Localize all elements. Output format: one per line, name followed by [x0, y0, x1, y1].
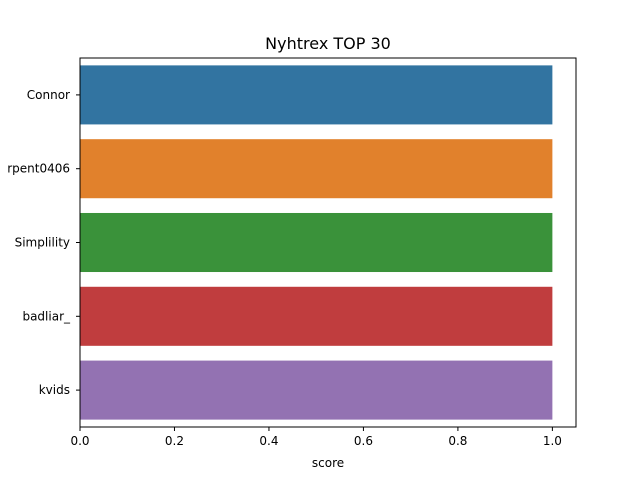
bar-connor — [80, 65, 553, 125]
x-tick-label: 0.8 — [448, 434, 467, 448]
y-tick-label: Connor — [27, 88, 70, 102]
y-axis-ticks: Connor rpent0406 Simplility badliar_kvids — [7, 88, 80, 397]
bar-badliar- — [80, 286, 553, 346]
y-tick-label: rpent0406 — [7, 162, 70, 176]
bar-rpent0406 — [80, 139, 553, 199]
bar-simplility — [80, 212, 553, 273]
y-tick-label: kvids — [39, 383, 70, 397]
x-axis-label: score — [312, 456, 344, 470]
x-tick-label: 0.2 — [165, 434, 184, 448]
y-tick-label: badliar_ — [22, 309, 71, 323]
bars-group — [80, 65, 553, 420]
bar-kvids — [80, 360, 553, 420]
y-tick-label: Simplility — [15, 236, 70, 250]
x-tick-label: 1.0 — [543, 434, 562, 448]
x-tick-label: 0.4 — [259, 434, 278, 448]
x-tick-label: 0.6 — [354, 434, 373, 448]
x-tick-label: 0.0 — [70, 434, 89, 448]
x-axis-ticks: 0.0 0.2 0.4 0.6 0.8 1.0 — [70, 427, 562, 448]
plot-frame — [79, 57, 577, 428]
chart-title: Nyhtrex TOP 30 — [265, 34, 391, 53]
